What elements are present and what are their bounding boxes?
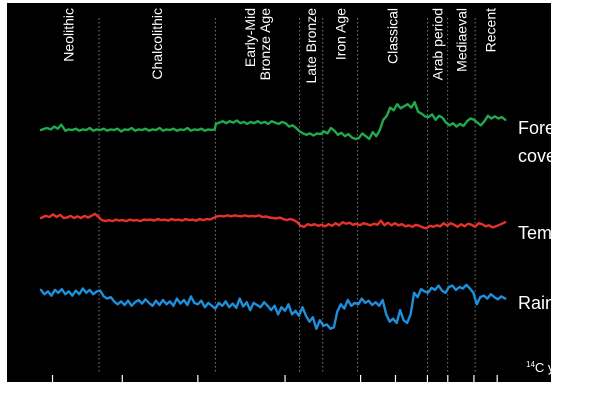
x-tick-label: 1000 — [316, 390, 347, 406]
x-tick-label: 4000 — [142, 390, 173, 406]
period-label: Mediaeval — [453, 8, 469, 72]
series-line-forest-cover — [39, 100, 507, 141]
radiocarbon-unit-text: C yr — [535, 360, 560, 375]
series-label: Forest — [518, 118, 569, 138]
x-tick-label: 2000 — [258, 390, 289, 406]
period-label: Late Bronze — [303, 8, 319, 84]
x-tick-label: 5000 — [83, 390, 114, 406]
series-label: Rainfall — [518, 293, 578, 313]
series-line-rainfall — [39, 283, 507, 330]
period-label: Classical — [385, 8, 401, 64]
x-tick-label: BC/AD — [368, 390, 411, 406]
period-label: Recent — [483, 8, 499, 52]
period-boundaries — [98, 18, 476, 372]
radiocarbon-year-unit-label: 14C yr — [526, 360, 559, 375]
period-label: Bronze Age — [257, 8, 273, 81]
plot-area — [7, 3, 551, 382]
x-axis-tick-labels: 6000 5000 4000 3000 2000 1000 BC/AD 1000 2000 — [25, 390, 521, 406]
period-label: Early-Mid — [242, 8, 258, 67]
period-labels: Neolithic Chalcolithic Early-Mid Bronze Age… — [61, 8, 499, 84]
x-tick-label: 2000 — [490, 390, 521, 406]
series-label: cover — [518, 146, 562, 166]
period-label: Arab period — [430, 8, 446, 80]
period-label: Chalcolithic — [149, 8, 165, 80]
period-label: Neolithic — [61, 8, 77, 62]
series-labels: Forest cover Temp. Rainfall — [518, 118, 578, 313]
x-tick-label: 1000 — [432, 390, 463, 406]
series-line-temperature — [39, 212, 507, 230]
x-axis: 6000 5000 4000 3000 2000 1000 BC/AD 1000 2000 14… — [7, 360, 571, 406]
series-label: Temp. — [518, 223, 567, 243]
x-tick-label: 6000 — [25, 390, 56, 406]
data-series — [39, 100, 507, 330]
period-label: Iron Age — [332, 8, 348, 60]
x-tick-label: 3000 — [200, 390, 231, 406]
x-axis-ticks — [40, 375, 507, 390]
calendar-year-unit-label: Cal. yr — [530, 390, 571, 406]
radiocarbon-unit-superscript: 14 — [526, 360, 535, 369]
